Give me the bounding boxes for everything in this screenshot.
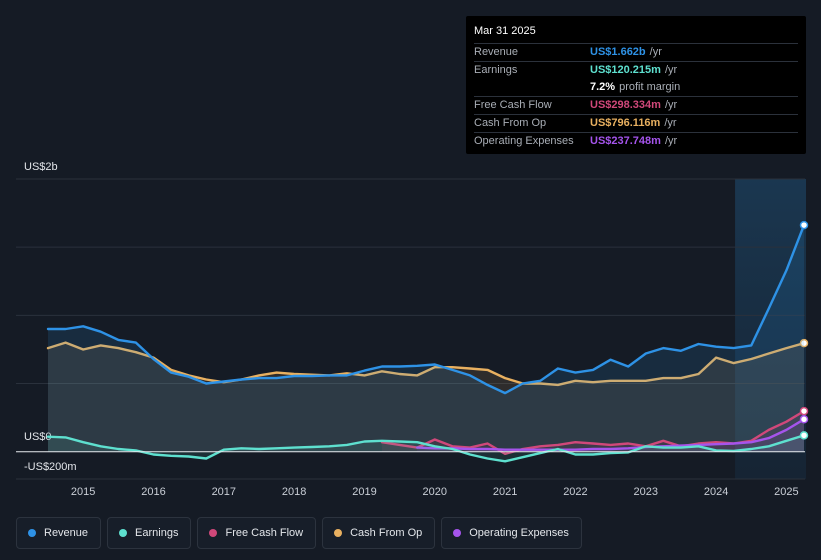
tooltip-unit: /yr	[664, 99, 678, 111]
tooltip-row-revenue: Revenue US$1.662b /yr	[474, 43, 798, 61]
y-label-bottom: -US$200m	[24, 461, 77, 473]
legend-item-operating-expenses[interactable]: Operating Expenses	[441, 517, 582, 549]
data-tooltip: Mar 31 2025 Revenue US$1.662b /yr Earnin…	[466, 16, 806, 154]
tooltip-label: Operating Expenses	[474, 135, 574, 147]
legend-dot	[119, 529, 128, 537]
tooltip-value: 7.2%	[590, 81, 616, 93]
tooltip-row-profit-margin: 7.2% profit margin	[474, 79, 798, 96]
legend-dot	[28, 529, 36, 537]
series-endpoint-earnings	[799, 431, 809, 440]
series-line-operating-expenses	[416, 418, 806, 451]
legend-item-free-cash-flow[interactable]: Free Cash Flow	[197, 517, 317, 549]
x-tick-label: 2018	[282, 486, 306, 498]
series-area-free-cash-flow	[382, 411, 804, 454]
tooltip-label: Free Cash Flow	[474, 99, 552, 111]
x-tick-label: 2015	[71, 486, 95, 498]
tooltip-value: US$120.215m	[590, 64, 661, 76]
chart-area: US$2b US$0 -US$200m 2015 2016 2017 2018 2019 202…	[16, 161, 809, 498]
tooltip-label: Cash From Op	[474, 117, 547, 129]
legend-dot	[334, 529, 343, 537]
tooltip-unit: /yr	[664, 117, 677, 129]
legend-label: Cash From Op	[350, 527, 423, 539]
series-area-earnings	[48, 435, 804, 462]
tooltip-unit: /yr	[649, 46, 662, 58]
tooltip-label: Earnings	[474, 64, 518, 76]
series-endpoint-free-cash-flow	[799, 406, 809, 416]
series-area-revenue	[48, 225, 804, 452]
x-tick-label: 2016	[141, 486, 165, 498]
tooltip-row-free-cash-flow: Free Cash Flow US$298.334m /yr	[474, 96, 798, 114]
y-label-top: US$2b	[24, 161, 58, 173]
tooltip-row-operating-expenses: Operating Expenses US$237.748m /yr	[474, 132, 798, 150]
x-tick-label: 2017	[212, 486, 236, 498]
tooltip-value: US$1.662b	[590, 46, 646, 58]
tooltip-row-earnings: Earnings US$120.215m /yr	[474, 61, 798, 79]
series-endpoint-revenue	[799, 220, 809, 230]
y-label-zero: US$0	[24, 431, 52, 443]
series-line-cash-from-op	[46, 341, 806, 387]
series-area-cash-from-op	[48, 342, 804, 452]
tooltip-value: US$796.116m	[590, 117, 661, 129]
tooltip-value: US$237.748m	[590, 135, 661, 147]
tooltip-unit: /yr	[664, 64, 678, 76]
tooltip-unit: /yr	[664, 135, 678, 147]
legend-dot	[209, 529, 218, 537]
x-tick-label: 2025	[774, 486, 798, 498]
legend-label: Earnings	[135, 527, 179, 539]
legend-item-cash-from-op[interactable]: Cash From Op	[322, 517, 436, 549]
series-endpoint-cash-from-op	[799, 338, 809, 348]
series-line-revenue	[46, 223, 806, 395]
x-tick-label: 2021	[493, 486, 517, 498]
legend-label: Operating Expenses	[469, 527, 569, 539]
legend-item-revenue[interactable]: Revenue	[16, 517, 102, 549]
legend-dot	[453, 529, 462, 537]
x-tick-label: 2022	[563, 486, 587, 498]
series-endpoint-operating-expenses	[799, 415, 809, 424]
series-line-earnings	[46, 434, 806, 463]
chart-legend: Revenue Earnings Free Cash Flow Cash Fro…	[16, 517, 582, 549]
tooltip-label: Revenue	[474, 46, 519, 58]
x-tick-label: 2019	[352, 486, 376, 498]
tooltip-row-cash-from-op: Cash From Op US$796.116m /yr	[474, 114, 798, 132]
legend-label: Revenue	[44, 527, 89, 539]
tooltip-unit: profit margin	[619, 81, 681, 93]
tooltip-label	[474, 79, 590, 96]
tooltip-date: Mar 31 2025	[474, 25, 536, 37]
legend-label: Free Cash Flow	[225, 527, 304, 539]
tooltip-value: US$298.334m	[590, 99, 661, 111]
x-tick-label: 2020	[423, 486, 447, 498]
x-tick-label: 2024	[704, 486, 728, 498]
legend-item-earnings[interactable]: Earnings	[107, 517, 192, 549]
x-tick-label: 2023	[634, 486, 658, 498]
